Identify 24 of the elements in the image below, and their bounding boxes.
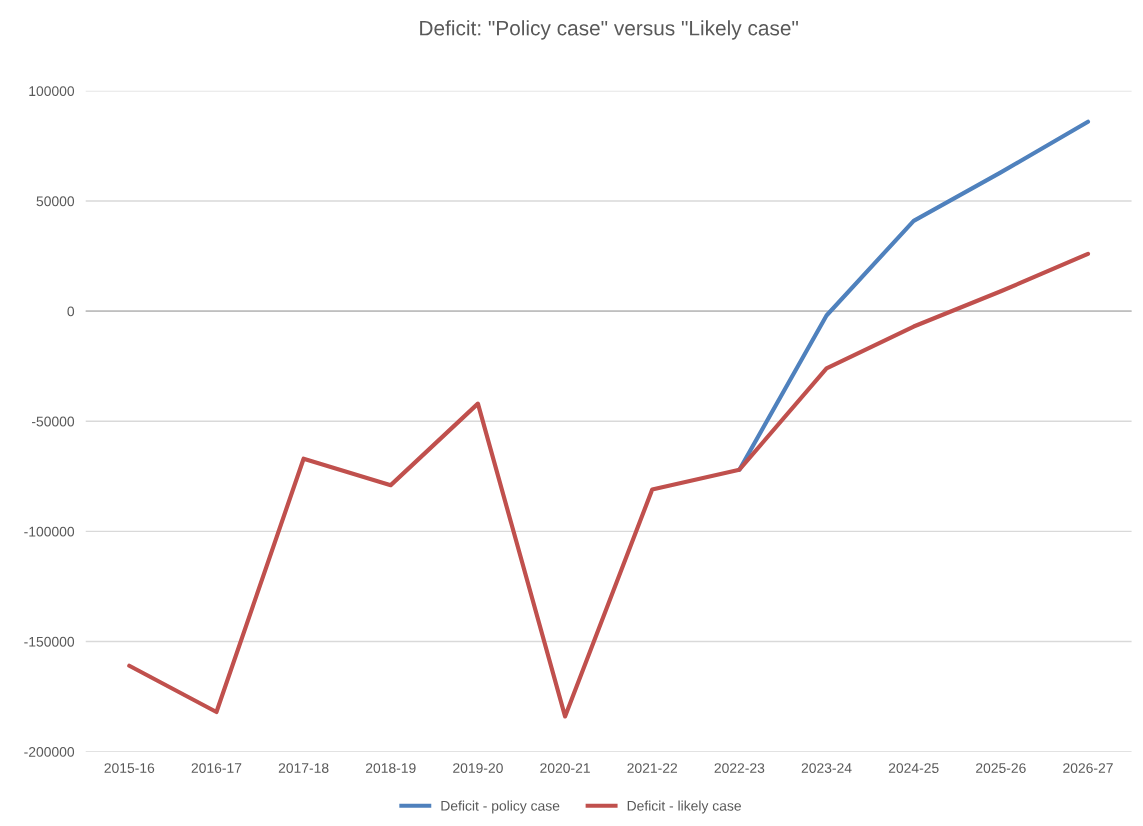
x-tick-label: 2025-26 — [976, 763, 1026, 773]
y-tick-label: 100000 — [29, 86, 75, 97]
x-tick-label: 2015-16 — [104, 763, 155, 773]
y-tick-label: 0 — [67, 306, 75, 317]
y-tick-label: -50000 — [31, 416, 75, 427]
x-tick-label: 2023-24 — [801, 763, 852, 773]
x-tick-label: 2022-23 — [714, 763, 765, 773]
y-tick-label: -100000 — [24, 526, 75, 537]
chart-title: Deficit: "Policy case" versus "Likely case" — [420, 20, 798, 40]
line-series — [127, 251, 1091, 719]
x-tick-label: 2018-19 — [365, 763, 416, 773]
y-tick-label: -200000 — [24, 746, 75, 757]
x-tick-label: 2016-17 — [191, 763, 242, 773]
x-tick-label: 2024-25 — [888, 763, 939, 773]
line-series — [737, 119, 1091, 472]
y-tick-label: 50000 — [36, 196, 75, 207]
y-tick-label: -150000 — [24, 636, 75, 647]
x-tick-label: 2026-27 — [1063, 763, 1113, 773]
legend-label: Deficit - policy case — [441, 800, 560, 814]
legend-label: Deficit - likely case — [627, 800, 741, 814]
x-tick-label: 2019-20 — [453, 763, 503, 773]
x-tick-label: 2021-22 — [627, 763, 678, 773]
x-tick-label: 2020-21 — [540, 763, 590, 773]
x-tick-label: 2017-18 — [278, 763, 329, 773]
